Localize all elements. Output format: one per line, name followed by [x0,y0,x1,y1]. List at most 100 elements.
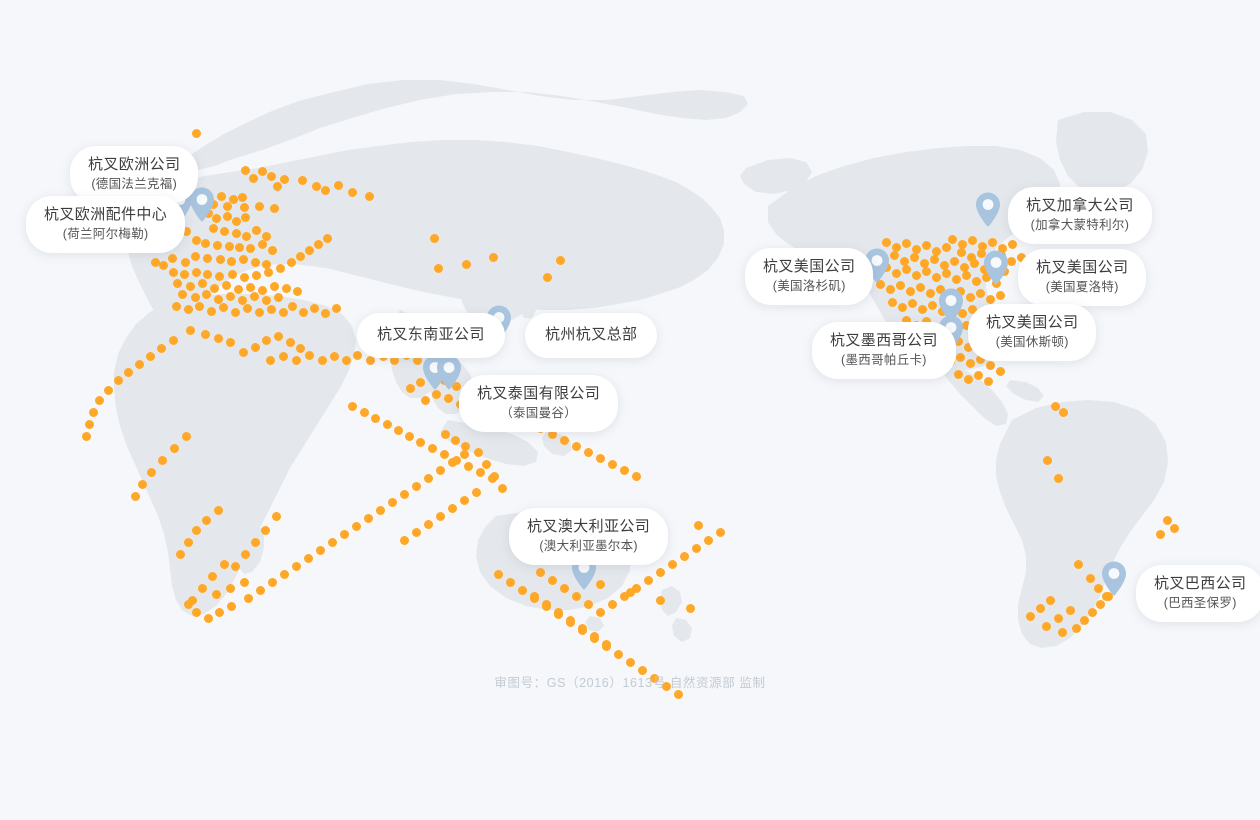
distribution-dot [249,291,259,301]
distribution-dot [667,559,677,569]
distribution-dot [103,385,113,395]
label-brazil-company[interactable]: 杭叉巴西公司 (巴西圣保罗) [1136,565,1260,622]
label-hangzhou-headquarters[interactable]: 杭州杭叉总部 [525,313,658,358]
distribution-dot [915,282,925,292]
distribution-dot [917,304,927,314]
distribution-dot [365,355,375,365]
distribution-dot [1093,583,1103,593]
distribution-dot [547,575,557,585]
distribution-dot [1042,455,1052,465]
distribution-dot [889,250,899,260]
label-company-name: 杭叉欧洲公司 [88,156,181,173]
distribution-dot [352,350,362,360]
distribution-dot [291,355,301,365]
distribution-dot [1053,473,1063,483]
distribution-dot [969,258,979,268]
label-usa-houston[interactable]: 杭叉美国公司 (美国休斯顿) [968,304,1097,361]
label-europe-parts-center[interactable]: 杭叉欧洲配件中心 (荷兰阿尔梅勒) [26,196,186,253]
distribution-dot [601,641,611,651]
distribution-dot [1025,611,1035,621]
label-company-name: 杭叉巴西公司 [1154,575,1247,592]
label-company-name: 杭叉东南亚公司 [377,326,485,343]
distribution-dot [1073,559,1083,569]
distribution-dot [895,280,905,290]
distribution-dot [619,465,629,475]
distribution-dot [200,329,210,339]
distribution-dot [1058,407,1068,417]
distribution-dot [447,503,457,513]
label-canada-company[interactable]: 杭叉加拿大公司 (加拿大蒙特利尔) [1008,187,1152,244]
distribution-dot [238,254,248,264]
distribution-dot [907,298,917,308]
distribution-dot [251,270,261,280]
pin-hidalgo[interactable] [936,287,966,325]
distribution-dot [941,268,951,278]
label-company-location: （泰国曼谷） [500,406,577,420]
distribution-dot [275,263,285,273]
pin-montreal[interactable] [973,191,1003,229]
distribution-dot [273,292,283,302]
distribution-dot [322,233,332,243]
label-australia-company[interactable]: 杭叉澳大利亚公司 (澳大利亚墨尔本) [509,508,669,565]
distribution-dot [976,248,986,258]
distribution-dot [333,180,343,190]
distribution-dot [298,307,308,317]
distribution-dot [172,278,182,288]
distribution-dot [412,355,422,365]
distribution-dot [555,255,565,265]
pin-sea-b[interactable] [434,354,464,392]
label-europe-company[interactable]: 杭叉欧洲公司 (德国法兰克福) [70,146,199,203]
label-southeast-asia-company[interactable]: 杭叉东南亚公司 [357,313,505,358]
distribution-dot [399,535,409,545]
distribution-dot [571,591,581,601]
distribution-dot [351,521,361,531]
distribution-dot [219,226,229,236]
distribution-dot [311,181,321,191]
label-mexico-company[interactable]: 杭叉墨西哥公司 (墨西哥帕丘卡) [812,322,956,379]
distribution-dot [885,284,895,294]
distribution-dot [1087,607,1097,617]
distribution-dot [959,262,969,272]
distribution-dot [956,247,966,257]
distribution-dot [661,681,671,691]
distribution-dot [137,479,147,489]
label-usa-losangeles[interactable]: 杭叉美国公司 (美国洛杉矶) [745,248,874,305]
distribution-dot [953,369,963,379]
pin-charlotte[interactable] [981,249,1011,287]
distribution-dot [213,505,223,515]
label-usa-charlotte[interactable]: 杭叉美国公司 (美国夏洛特) [1018,249,1147,306]
pin-frankfurt[interactable] [187,186,217,224]
distribution-dot [225,583,235,593]
label-company-location: (澳大利亚墨尔本) [539,539,638,553]
distribution-dot [269,203,279,213]
distribution-dot [393,425,403,435]
distribution-dot [881,237,891,247]
distribution-dot [211,213,221,223]
pin-saopaulo[interactable] [1099,560,1129,598]
distribution-dot [439,449,449,459]
distribution-dot [279,174,289,184]
distribution-dot [411,481,421,491]
distribution-dot [1169,523,1179,533]
distribution-dot [233,284,243,294]
distribution-dot [979,264,989,274]
distribution-dot [226,256,236,266]
distribution-dot [168,267,178,277]
distribution-dot [897,302,907,312]
distribution-dot [202,253,212,263]
distribution-dot [243,593,253,603]
label-company-location: (美国休斯顿) [995,335,1069,349]
distribution-dot [291,561,301,571]
distribution-dot [929,254,939,264]
distribution-dot [327,537,337,547]
distribution-dot [241,231,251,241]
distribution-dot [967,235,977,245]
label-thailand-company[interactable]: 杭叉泰国有限公司 （泰国曼谷） [459,375,619,432]
distribution-dot [257,166,267,176]
label-company-name: 杭叉澳大利亚公司 [527,518,651,535]
distribution-dot [595,579,605,589]
distribution-dot [194,301,204,311]
distribution-dot [925,288,935,298]
distribution-dot [1095,599,1105,609]
distribution-dot [619,591,629,601]
